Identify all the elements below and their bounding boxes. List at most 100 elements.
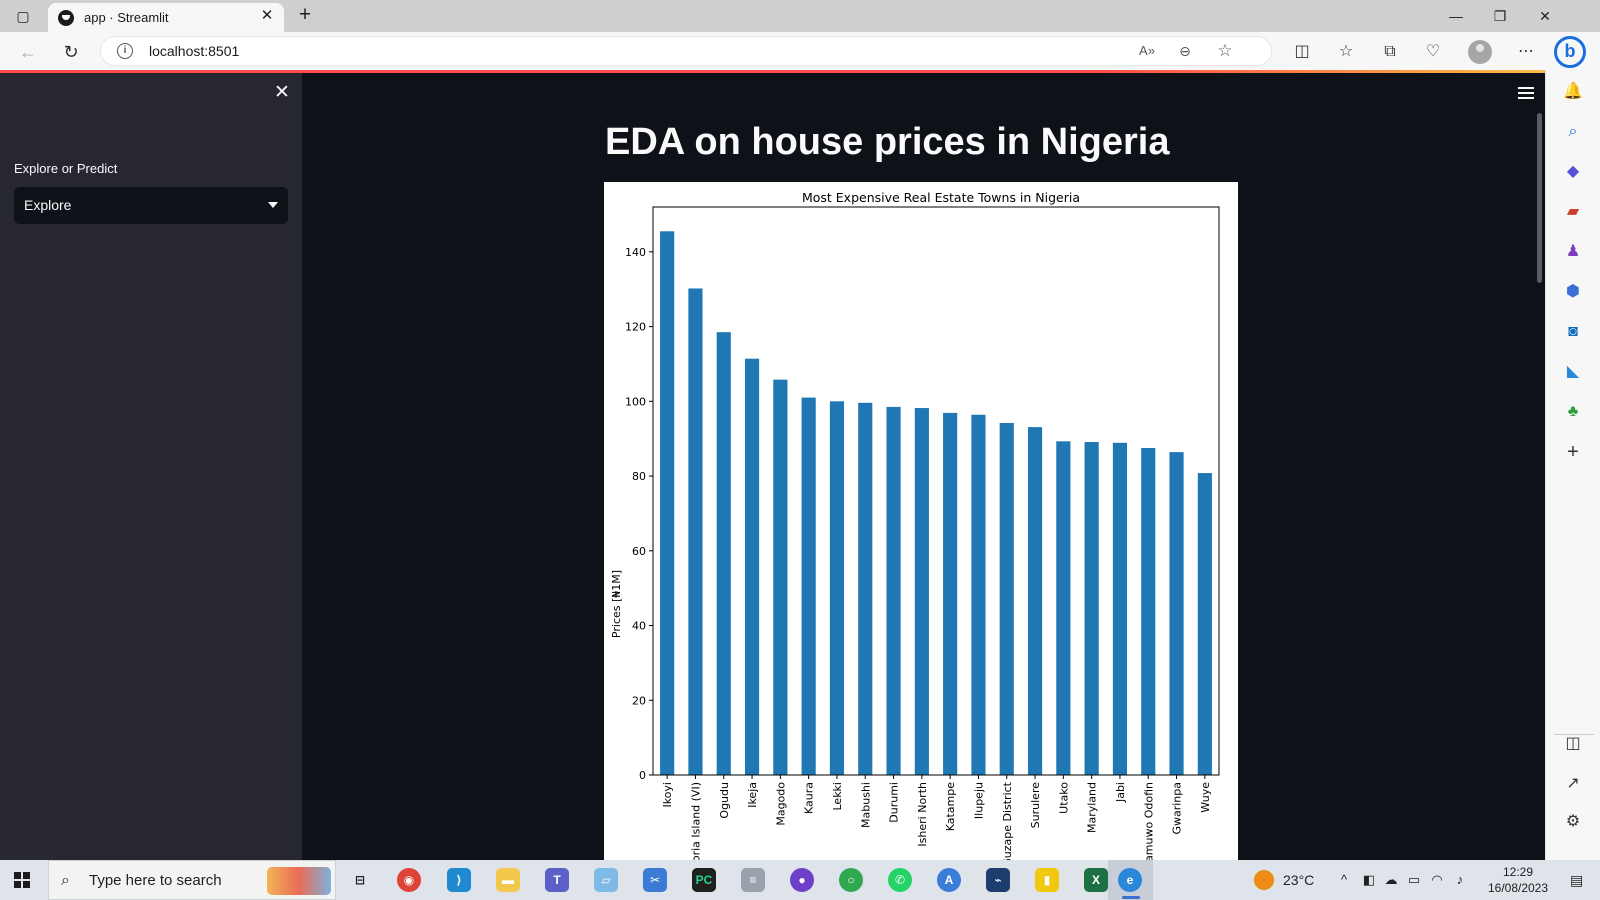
battery-icon[interactable]: ▭ xyxy=(1407,872,1421,887)
x-tick-label: Maryland xyxy=(1086,782,1099,833)
onedrive-cloud-icon[interactable]: ☁ xyxy=(1384,872,1398,887)
pycharm-icon[interactable]: PC xyxy=(692,868,716,892)
new-tab-button[interactable]: + xyxy=(298,3,312,26)
y-tick-label: 120 xyxy=(625,321,646,334)
tab-actions-icon[interactable]: ▢ xyxy=(16,8,30,24)
microsoft-365-icon[interactable]: ⬢ xyxy=(1566,283,1580,300)
close-window-button[interactable]: ✕ xyxy=(1539,8,1551,24)
bar xyxy=(1112,442,1128,775)
bar xyxy=(1141,448,1156,775)
drop-icon[interactable]: ◣ xyxy=(1566,363,1580,380)
edge-sidebar: 🔔 ⌕ ◆ ▰ ♟ ⬢ ◙ ◣ ♣ + ◫ ↗ ⚙ xyxy=(1545,70,1600,860)
x-tick-label: Kaura xyxy=(803,782,816,814)
x-tick-label: Durumi xyxy=(888,782,901,823)
app-store-icon[interactable]: A xyxy=(937,868,961,892)
refresh-button[interactable]: ↻ xyxy=(63,42,79,62)
bar xyxy=(829,401,845,775)
address-bar[interactable]: i localhost:8501 A» ⊖ ☆ xyxy=(100,36,1272,66)
close-sidebar-icon[interactable]: ✕ xyxy=(274,82,290,103)
teams-icon[interactable]: T xyxy=(545,868,569,892)
bar xyxy=(943,412,958,775)
read-aloud-icon[interactable]: A» xyxy=(1139,43,1155,58)
bar xyxy=(688,288,703,775)
favorite-star-icon[interactable]: ☆ xyxy=(1217,41,1233,60)
browser-tab[interactable]: app · Streamlit ✕ xyxy=(48,3,284,32)
site-info-icon[interactable]: i xyxy=(117,43,133,59)
url-text[interactable]: localhost:8501 xyxy=(149,43,240,59)
games-icon[interactable]: ♟ xyxy=(1565,243,1581,260)
weather-sun-icon[interactable] xyxy=(1254,870,1274,890)
x-tick-label: Gwarinpa xyxy=(1171,782,1184,835)
open-external-icon[interactable]: ↗ xyxy=(1566,775,1580,792)
bar xyxy=(744,358,760,775)
main-content: EDA on house prices in Nigeria Most Expe… xyxy=(302,73,1545,883)
y-tick-label: 140 xyxy=(625,246,646,259)
vscode-icon[interactable]: ⟩ xyxy=(447,868,471,892)
chevron-down-icon xyxy=(268,202,278,208)
volume-icon[interactable]: ♪ xyxy=(1456,872,1464,887)
bing-copilot-icon[interactable]: b xyxy=(1554,36,1586,68)
main-scrollbar[interactable] xyxy=(1537,113,1542,283)
show-hidden-icons-chevron-icon[interactable]: ^ xyxy=(1340,872,1348,887)
search-icon[interactable]: ⌕ xyxy=(1568,123,1578,140)
notification-center-icon[interactable]: ▤ xyxy=(1570,872,1584,888)
bar xyxy=(1169,452,1184,775)
weather-temperature[interactable]: 23°C xyxy=(1283,872,1315,888)
restore-button[interactable]: ❐ xyxy=(1493,8,1507,24)
zoom-out-icon[interactable]: ⊖ xyxy=(1179,43,1191,59)
chrome-icon[interactable]: ◉ xyxy=(397,868,421,892)
notes-icon[interactable]: ▱ xyxy=(594,868,618,892)
bar xyxy=(660,231,675,775)
x-tick-label: Ogudu xyxy=(718,782,731,819)
shopping-tag-icon[interactable]: ◆ xyxy=(1566,163,1580,180)
windows-start-icon[interactable] xyxy=(14,872,30,888)
task-view-icon[interactable]: ⊟ xyxy=(354,873,366,887)
notifications-bell-icon[interactable]: 🔔 xyxy=(1563,83,1583,100)
bar xyxy=(971,414,986,775)
remote-desktop-icon[interactable]: ⌁ xyxy=(986,868,1010,892)
x-tick-label: Wuye xyxy=(1199,782,1212,813)
settings-gear-icon[interactable]: ⚙ xyxy=(1565,813,1581,830)
file-explorer-icon[interactable]: ▬ xyxy=(496,868,520,892)
minimize-button[interactable]: — xyxy=(1449,8,1463,24)
edge-taskbar-active[interactable]: e xyxy=(1108,860,1153,900)
x-axis: Ikoyi Victoria Island (VI) Ogudu Ikeja Magod… xyxy=(661,775,1212,883)
snipping-tool-icon[interactable]: ✂ xyxy=(643,868,667,892)
browser-tab-bar: ▢ app · Streamlit ✕ + — ❐ ✕ xyxy=(0,0,1600,32)
tree-icon[interactable]: ♣ xyxy=(1567,403,1579,420)
taskbar-search-box[interactable]: ⌕ Type here to search xyxy=(48,860,336,900)
select-value: Explore xyxy=(24,197,72,213)
taskbar-clock[interactable]: 12:29 16/08/2023 xyxy=(1478,864,1558,896)
explore-predict-select[interactable]: Explore xyxy=(14,187,288,224)
wifi-icon[interactable]: ◠ xyxy=(1431,872,1443,887)
outlook-icon[interactable]: ◙ xyxy=(1568,323,1578,340)
add-icon[interactable]: + xyxy=(1567,441,1579,463)
back-button[interactable]: ← xyxy=(19,42,37,62)
bar xyxy=(886,406,901,775)
edge-icon: e xyxy=(1118,868,1142,892)
streamlit-top-decoration xyxy=(0,70,1545,73)
x-tick-label: Ilupeju xyxy=(972,782,985,819)
favorites-icon[interactable]: ☆ xyxy=(1338,43,1354,60)
y-tick-label: 80 xyxy=(632,470,646,483)
meet-now-icon[interactable]: ◧ xyxy=(1362,872,1376,887)
collections-icon[interactable]: ⧉ xyxy=(1384,43,1396,60)
power-bi-icon[interactable]: ▮ xyxy=(1035,868,1059,892)
github-desktop-icon[interactable]: ● xyxy=(790,868,814,892)
close-tab-icon[interactable]: ✕ xyxy=(260,7,274,24)
split-screen-icon[interactable]: ◫ xyxy=(1294,43,1310,60)
search-highlight-image xyxy=(267,867,331,895)
profile-avatar[interactable] xyxy=(1468,40,1492,64)
hide-sidebar-icon[interactable]: ◫ xyxy=(1565,735,1581,752)
excel-icon[interactable]: X xyxy=(1084,868,1108,892)
database-icon[interactable]: ≡ xyxy=(741,868,765,892)
bar xyxy=(1056,441,1071,775)
windows-taskbar: ⌕ Type here to search ⊟ ◉ ⟩ ▬ T ▱ ✂ PC ≡… xyxy=(0,860,1600,900)
browser-essentials-icon[interactable]: ♡ xyxy=(1425,43,1441,60)
whatsapp-icon[interactable]: ✆ xyxy=(888,868,912,892)
more-menu-icon[interactable]: ⋯ xyxy=(1518,43,1534,60)
hamburger-menu-icon[interactable] xyxy=(1518,87,1534,99)
anaconda-icon[interactable]: ○ xyxy=(839,868,863,892)
page-title: EDA on house prices in Nigeria xyxy=(605,121,1170,163)
tools-briefcase-icon[interactable]: ▰ xyxy=(1566,203,1580,220)
